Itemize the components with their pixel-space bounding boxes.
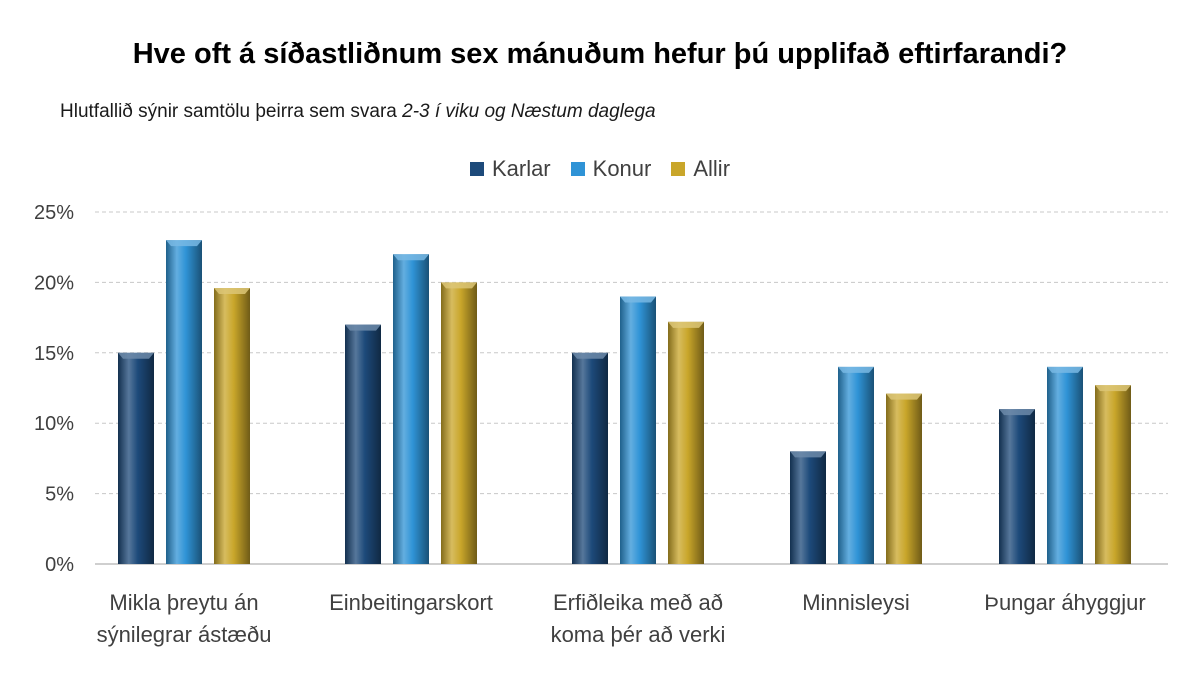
bar-top-bevel (1095, 385, 1131, 391)
bar (393, 254, 429, 564)
x-tick-label: Erfiðleika með að (553, 590, 723, 615)
y-tick-label: 20% (34, 272, 74, 294)
bar-top-bevel (620, 296, 656, 302)
x-tick-label: Minnisleysi (802, 590, 910, 615)
bar-top-bevel (668, 322, 704, 328)
bar-top-bevel (572, 353, 608, 359)
y-tick-label: 15% (34, 343, 74, 365)
bar-top-bevel (790, 451, 826, 457)
bar (668, 322, 704, 564)
bar-top-bevel (393, 254, 429, 260)
bar-top-bevel (999, 409, 1035, 415)
x-tick-label: koma þér að verki (551, 622, 726, 647)
bar (441, 282, 477, 564)
x-tick-label: Mikla þreytu án (109, 590, 258, 615)
bar (345, 325, 381, 564)
bar (999, 409, 1035, 564)
x-tick-label: sýnilegrar ástæðu (97, 622, 272, 647)
bar-top-bevel (838, 367, 874, 373)
bar-top-bevel (886, 394, 922, 400)
bar-top-bevel (166, 240, 202, 246)
bar (118, 353, 154, 564)
bar (572, 353, 608, 564)
bar-top-bevel (118, 353, 154, 359)
bar (214, 288, 250, 564)
bar (838, 367, 874, 564)
bar (166, 240, 202, 564)
x-tick-label: Einbeitingarskort (329, 590, 493, 615)
bar-top-bevel (214, 288, 250, 294)
bar (1047, 367, 1083, 564)
bar (620, 296, 656, 564)
bar (790, 451, 826, 564)
bar-top-bevel (441, 282, 477, 288)
bar-top-bevel (345, 325, 381, 331)
x-tick-label: Þungar áhyggjur (984, 590, 1145, 615)
bar (886, 394, 922, 564)
y-tick-label: 25% (34, 202, 74, 224)
y-tick-label: 0% (45, 554, 74, 576)
bar-top-bevel (1047, 367, 1083, 373)
bar (1095, 385, 1131, 564)
y-tick-label: 5% (45, 484, 74, 506)
y-tick-label: 10% (34, 413, 74, 435)
